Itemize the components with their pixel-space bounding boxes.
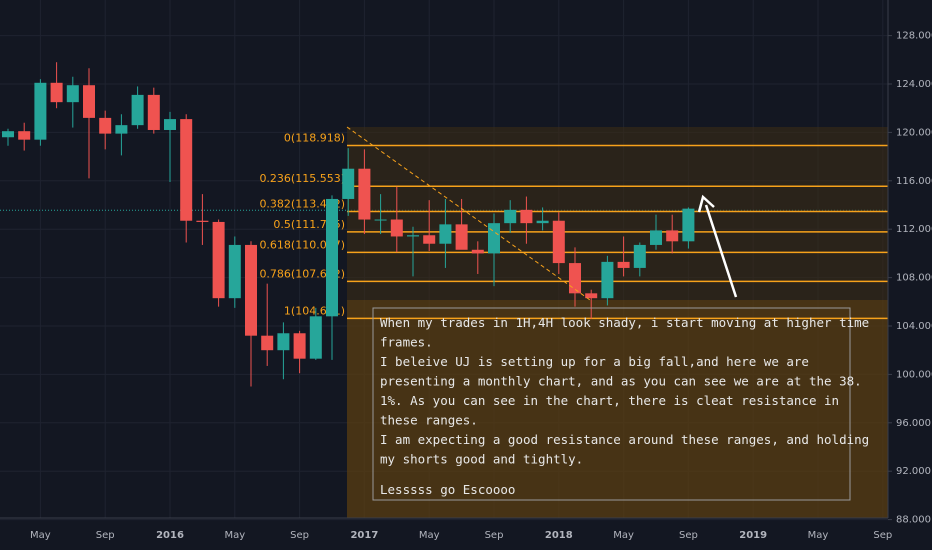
fib-label: 0.236(115.553) [259,172,345,185]
candle-body [115,125,128,134]
y-tick-label: 124.000 [896,79,932,90]
candle-body [228,244,241,299]
candle-body [50,82,63,103]
fib-label: 0.786(107.692) [259,267,345,280]
candle-body [196,220,209,222]
trend-line [346,126,591,301]
arrow-head [697,194,715,213]
candle-body [131,94,144,126]
x-tick-label: 2019 [739,530,767,541]
y-tick-label: 104.000 [896,321,932,332]
candle-body [164,119,176,130]
candle-body [585,293,598,299]
y-tick-label: 128.000 [896,31,932,42]
candle-body [423,235,436,244]
candle-body [650,230,662,245]
fib-label: 0.618(110.087) [259,238,345,251]
candle-body [261,335,274,351]
candle-body [569,263,581,294]
x-tick-label: Sep [485,530,504,541]
note-line: these ranges. [380,413,478,428]
candle-body [666,230,679,242]
candle-body [326,198,338,317]
note-line: my shorts good and tightly. [380,452,583,467]
candle-body [147,94,160,130]
candle-body [374,219,387,221]
y-tick-label: 116.000 [896,176,932,187]
x-tick-label: 2018 [545,530,573,541]
fib-label: 0.382(113.462) [259,198,345,211]
fib-zone [347,127,888,300]
candle-body [34,82,47,140]
note-line: presenting a monthly chart, and as you c… [380,374,862,389]
candle-body [536,220,549,224]
note-line: When my trades in 1H,4H look shady, i st… [380,315,869,330]
note-line: frames. [380,335,433,350]
y-tick-label: 112.000 [896,224,932,235]
candle-body [504,209,517,224]
candle-body [358,168,371,220]
note-line: 1%. As you can see in the chart, there i… [380,393,839,408]
x-tick-label: May [613,530,634,541]
candle-body [439,224,452,244]
candle-body [309,316,322,359]
candle-body [99,117,112,134]
note-line: I beleive UJ is setting up for a big fal… [380,354,809,369]
candle-body [18,131,31,140]
fib-shade [347,300,888,518]
candle-body [455,224,468,250]
note-signoff: Lesssss go Escoooo [380,482,515,497]
y-tick-label: 92.000 [896,466,931,477]
candle-body [293,333,306,359]
candle-body [212,221,225,299]
x-tick-label: Sep [873,530,892,541]
candle-body [488,223,500,254]
candle-body [2,131,14,138]
candle-body [66,85,79,103]
arrow-shaft [704,204,738,298]
y-tick-label: 100.000 [896,369,932,380]
candle-body [390,219,403,237]
candle-body [180,119,193,221]
candle-body [601,261,614,299]
x-tick-label: May [808,530,829,541]
x-tick-label: May [224,530,245,541]
y-tick-label: 88.000 [896,515,931,526]
x-tick-label: May [30,530,51,541]
candle-body [245,244,257,336]
candle-body [682,208,695,242]
candle-body [520,209,533,224]
x-tick-label: May [419,530,440,541]
candle-body [552,220,565,264]
x-tick-label: Sep [96,530,115,541]
candle-body [407,235,419,237]
note-line: I am expecting a good resistance around … [380,432,869,447]
candle-body [342,168,355,199]
y-tick-label: 120.000 [896,127,932,138]
x-tick-label: 2017 [350,530,378,541]
y-tick-label: 96.000 [896,418,931,429]
x-tick-label: 2016 [156,530,184,541]
note-box [372,307,851,501]
candle-body [471,249,484,254]
candle-body [617,261,630,268]
candle-body [633,244,646,268]
candle-body [277,333,290,351]
y-tick-label: 108.000 [896,273,932,284]
x-tick-label: Sep [679,530,698,541]
fib-label: 0(118.918) [284,131,345,144]
x-tick-label: Sep [290,530,309,541]
candle-body [83,85,95,118]
